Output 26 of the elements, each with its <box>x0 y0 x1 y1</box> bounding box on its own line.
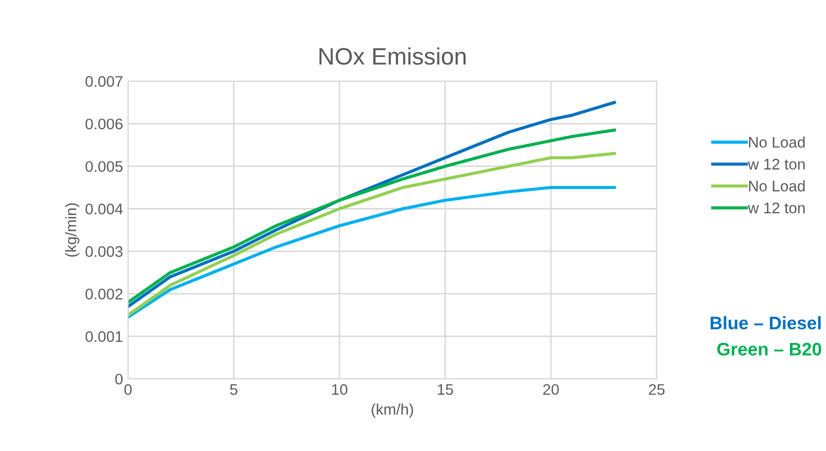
line-series <box>128 186 616 319</box>
y-tick-label: 0.003 <box>86 246 122 257</box>
legend-label: w 12 ton <box>748 158 805 170</box>
legend-label: No Load <box>749 136 805 148</box>
y-tick-label: 0.002 <box>86 288 122 300</box>
x-tick-label: 25 <box>648 384 665 395</box>
text: Green – B20 <box>717 342 822 356</box>
x-axis-title: (km/h) <box>372 404 414 418</box>
y-tick-label: 0.007 <box>86 76 122 87</box>
x-tick-label: 15 <box>438 384 454 395</box>
y-tick-label: 0 <box>115 374 123 385</box>
line-series <box>128 128 616 304</box>
legend-label: w 12 ton <box>748 202 805 214</box>
x-tick-label: 10 <box>332 384 348 395</box>
chart-title: NOx Emission <box>320 47 466 65</box>
y-tick-label: 0.001 <box>86 331 122 342</box>
x-tick-label: 20 <box>543 384 559 395</box>
y-tick-label: 0.005 <box>86 161 123 172</box>
x-tick-label: 0 <box>124 384 132 395</box>
y-tick-label: 0.004 <box>86 204 123 214</box>
line-series <box>128 152 616 317</box>
y-axis-title: (kg/min) <box>65 203 80 257</box>
text: Blue – Diesel <box>710 316 821 330</box>
x-tick-label: 5 <box>230 384 238 395</box>
y-tick-label: 0.006 <box>86 118 122 130</box>
legend-label: No Load <box>749 180 805 192</box>
